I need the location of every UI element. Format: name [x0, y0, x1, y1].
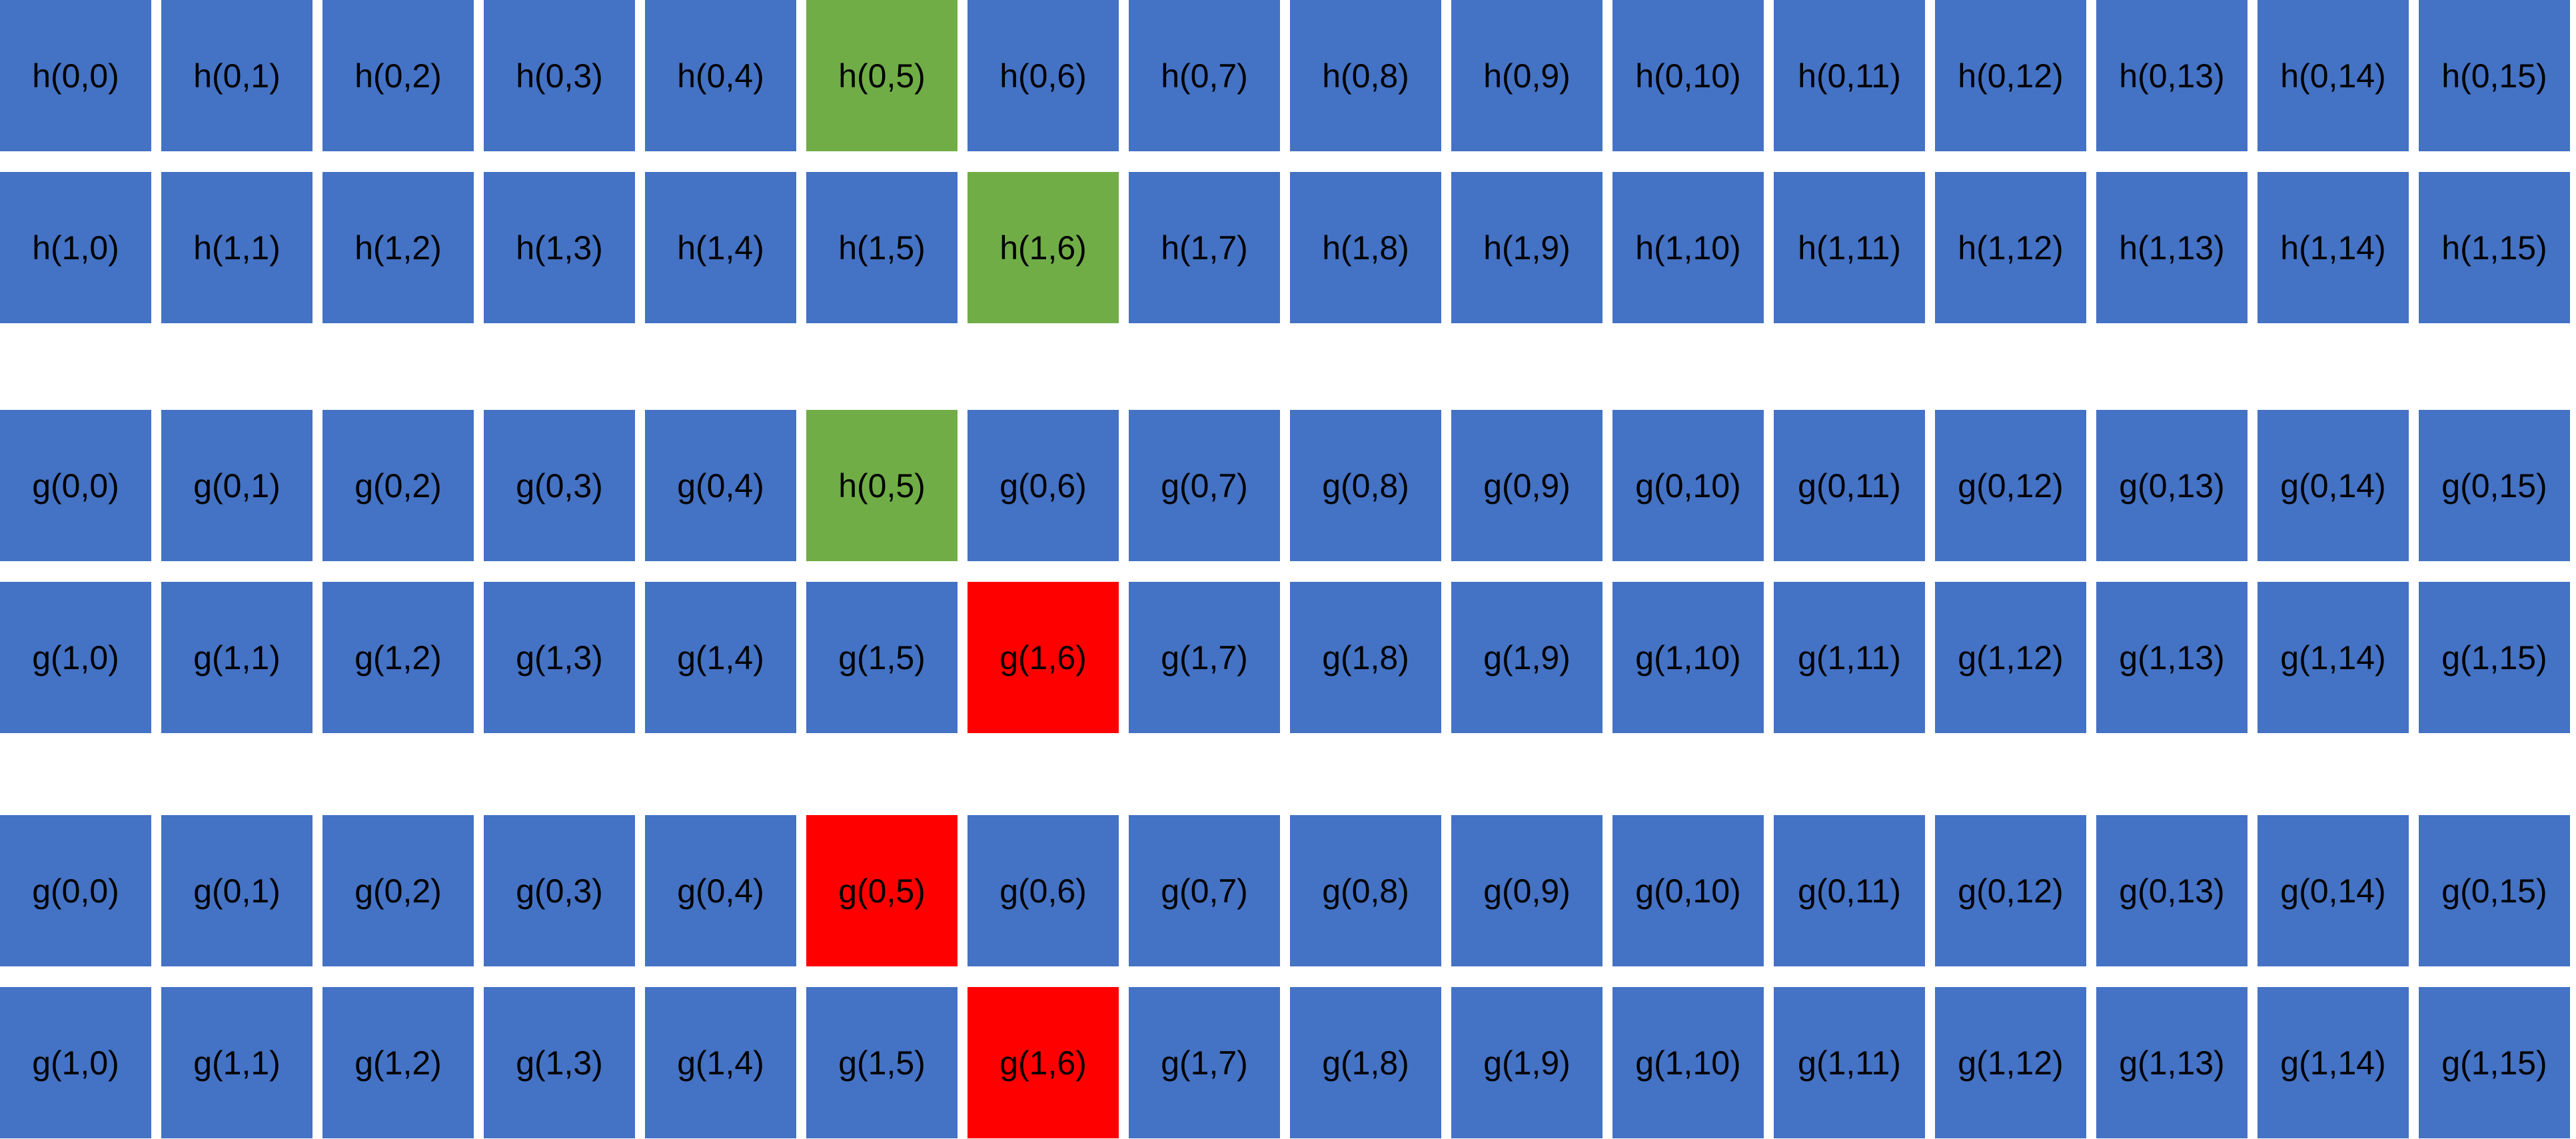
- grid-cell: g(0,13): [2096, 815, 2248, 966]
- grid-cell: g(1,8): [1290, 582, 1441, 733]
- grid-cell: h(0,5): [806, 410, 958, 561]
- grid-cell: g(0,9): [1451, 410, 1603, 561]
- grid-cell: h(1,10): [1612, 172, 1764, 323]
- grid-cell: h(0,8): [1290, 0, 1441, 151]
- grid-cell: g(1,5): [806, 987, 958, 1138]
- grid-cell: h(1,12): [1935, 172, 2086, 323]
- grid-cell: g(1,3): [484, 987, 635, 1138]
- grid-cell: h(0,4): [645, 0, 796, 151]
- grid-cell: g(1,2): [322, 987, 474, 1138]
- grid-cell: g(0,0): [0, 410, 151, 561]
- grid-cell: h(0,7): [1129, 0, 1280, 151]
- grid-cell: h(0,13): [2096, 0, 2248, 151]
- grid-cell: h(1,13): [2096, 172, 2248, 323]
- grid-cell: g(1,2): [322, 582, 474, 733]
- grid-cell: g(1,7): [1129, 987, 1280, 1138]
- grid-cell: g(1,11): [1774, 582, 1925, 733]
- grid-cell: g(1,13): [2096, 582, 2248, 733]
- grid-cell: g(1,6): [967, 582, 1119, 733]
- grid-cell: g(1,0): [0, 582, 151, 733]
- grid-cell: g(0,4): [645, 410, 796, 561]
- grid-cell: h(0,9): [1451, 0, 1603, 151]
- grid-cell: g(1,12): [1935, 582, 2086, 733]
- grid-cell: h(1,8): [1290, 172, 1441, 323]
- grid-cell: g(0,6): [967, 410, 1119, 561]
- grid-cell: g(1,0): [0, 987, 151, 1138]
- grid-cell: g(0,15): [2419, 410, 2570, 561]
- grid-cell: g(1,10): [1612, 582, 1764, 733]
- grid-cell: g(0,2): [322, 815, 474, 966]
- grid-cell: h(1,11): [1774, 172, 1925, 323]
- grid-cell: g(0,0): [0, 815, 151, 966]
- grid-cell: g(1,13): [2096, 987, 2248, 1138]
- grid-cell: h(0,2): [322, 0, 474, 151]
- grid-cell: g(1,1): [161, 582, 313, 733]
- grid-cell: g(1,10): [1612, 987, 1764, 1138]
- grid-cell: g(0,1): [161, 410, 313, 561]
- grid-cell: g(0,8): [1290, 815, 1441, 966]
- grid-cell: h(1,5): [806, 172, 958, 323]
- grid-cell: g(0,5): [806, 815, 958, 966]
- grid-cell: g(1,1): [161, 987, 313, 1138]
- grid-cell: g(1,6): [967, 987, 1119, 1138]
- grid-cell: h(0,14): [2257, 0, 2409, 151]
- grid-cell: g(0,15): [2419, 815, 2570, 966]
- grid-cell: g(0,11): [1774, 410, 1925, 561]
- grid-cell: g(1,11): [1774, 987, 1925, 1138]
- grid-cell: h(0,0): [0, 0, 151, 151]
- grid-cell: g(0,12): [1935, 815, 2086, 966]
- grid-cell: h(1,3): [484, 172, 635, 323]
- grid-cell: h(0,5): [806, 0, 958, 151]
- grid-cell: g(0,4): [645, 815, 796, 966]
- grid-cell: h(1,4): [645, 172, 796, 323]
- grid-cell: h(0,15): [2419, 0, 2570, 151]
- grid-cell: g(1,9): [1451, 582, 1603, 733]
- grid-cell: g(1,12): [1935, 987, 2086, 1138]
- grid-cell: g(1,14): [2257, 987, 2409, 1138]
- grid-cell: g(0,14): [2257, 410, 2409, 561]
- grid-cell: h(1,6): [967, 172, 1119, 323]
- grid-cell: g(0,7): [1129, 815, 1280, 966]
- grid-cell: h(0,12): [1935, 0, 2086, 151]
- grid-cell: g(0,11): [1774, 815, 1925, 966]
- grid-cell: g(1,8): [1290, 987, 1441, 1138]
- grid-cell: g(0,14): [2257, 815, 2409, 966]
- grid-cell: g(1,14): [2257, 582, 2409, 733]
- grid-cell: g(1,9): [1451, 987, 1603, 1138]
- grid-cell: h(1,15): [2419, 172, 2570, 323]
- grid-cell: g(1,4): [645, 987, 796, 1138]
- grid-cell: h(1,9): [1451, 172, 1603, 323]
- grid-cell: g(0,7): [1129, 410, 1280, 561]
- grid-cell: g(0,6): [967, 815, 1119, 966]
- grid-cell: g(0,1): [161, 815, 313, 966]
- grid-cell: g(0,2): [322, 410, 474, 561]
- grid-cell: g(0,12): [1935, 410, 2086, 561]
- grid-cell: h(0,10): [1612, 0, 1764, 151]
- grid-cell: h(0,11): [1774, 0, 1925, 151]
- grid-cell: g(0,9): [1451, 815, 1603, 966]
- grid-cell: h(0,1): [161, 0, 313, 151]
- grid-cell: g(0,10): [1612, 410, 1764, 561]
- grid-cell: g(1,5): [806, 582, 958, 733]
- grid-cell: g(1,15): [2419, 987, 2570, 1138]
- grid-cell: g(0,3): [484, 815, 635, 966]
- grid-cell: g(1,4): [645, 582, 796, 733]
- grid-cell: h(1,1): [161, 172, 313, 323]
- grid-cell: g(1,3): [484, 582, 635, 733]
- grid-cell: h(1,2): [322, 172, 474, 323]
- grid-cell: g(0,8): [1290, 410, 1441, 561]
- grid-cell: g(0,13): [2096, 410, 2248, 561]
- grid-cell: h(1,14): [2257, 172, 2409, 323]
- grid-cell: g(0,3): [484, 410, 635, 561]
- grid-cell: g(1,7): [1129, 582, 1280, 733]
- grid-cell: h(0,6): [967, 0, 1119, 151]
- grid-cell: h(0,3): [484, 0, 635, 151]
- grid-cell: h(1,7): [1129, 172, 1280, 323]
- grid-cell: h(1,0): [0, 172, 151, 323]
- grid-cell: g(0,10): [1612, 815, 1764, 966]
- grid-cell: g(1,15): [2419, 582, 2570, 733]
